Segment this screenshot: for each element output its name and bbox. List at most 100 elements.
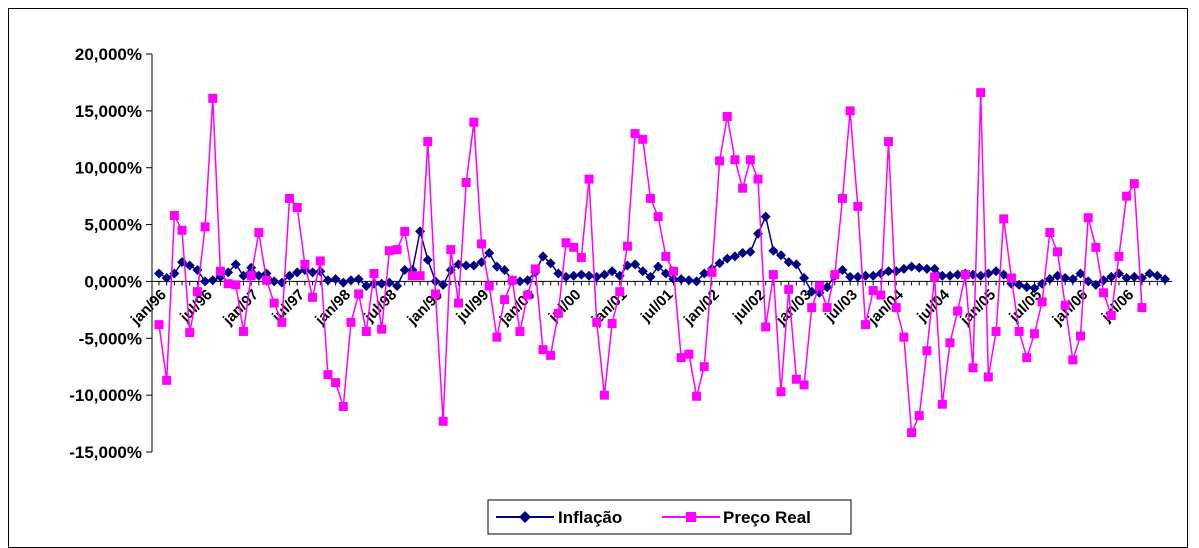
data-point-preco-real — [907, 428, 917, 438]
data-point-preco-real — [292, 203, 302, 213]
y-tick-label: 10,000% — [75, 159, 142, 178]
data-point-inflacao — [561, 271, 572, 282]
data-point-inflacao — [837, 265, 848, 276]
data-point-preco-real — [853, 201, 863, 211]
data-point-preco-real — [208, 93, 218, 103]
data-point-preco-real — [215, 266, 225, 276]
data-point-preco-real — [784, 284, 794, 294]
data-point-inflacao — [369, 278, 380, 289]
data-point-preco-real — [415, 271, 425, 281]
data-point-inflacao — [868, 270, 879, 281]
data-point-inflacao — [591, 271, 602, 282]
data-point-preco-real — [707, 267, 717, 277]
data-point-inflacao — [161, 273, 172, 284]
data-point-preco-real — [761, 322, 771, 332]
data-point-inflacao — [660, 268, 671, 279]
y-tick-label: -15,000% — [69, 443, 142, 462]
data-point-preco-real — [331, 378, 341, 388]
data-point-preco-real — [323, 370, 333, 380]
data-point-preco-real — [300, 259, 310, 269]
data-point-inflacao — [729, 251, 740, 262]
data-point-preco-real — [1060, 300, 1070, 310]
data-point-inflacao — [322, 275, 333, 286]
data-point-preco-real — [814, 281, 824, 291]
data-point-preco-real — [1091, 242, 1101, 252]
data-point-preco-real — [162, 375, 172, 385]
data-point-preco-real — [692, 391, 702, 401]
data-point-preco-real — [738, 183, 748, 193]
data-point-inflacao — [898, 263, 909, 274]
data-point-inflacao — [522, 275, 533, 286]
data-point-inflacao — [952, 269, 963, 280]
data-point-inflacao — [1090, 279, 1101, 290]
data-point-preco-real — [592, 317, 602, 327]
data-point-preco-real — [960, 270, 970, 280]
data-point-inflacao — [883, 266, 894, 277]
data-point-preco-real — [899, 332, 909, 342]
data-point-preco-real — [630, 129, 640, 139]
data-point-inflacao — [630, 259, 641, 270]
data-point-preco-real — [1037, 297, 1047, 307]
data-point-preco-real — [1052, 247, 1062, 257]
data-point-inflacao — [223, 267, 234, 278]
y-axis: 20,000% 15,000% 10,000% 5,000% 0,000% -5,000%… — [69, 45, 153, 462]
data-point-inflacao — [1160, 274, 1170, 285]
data-point-inflacao — [1029, 283, 1040, 294]
data-point-inflacao — [975, 270, 986, 281]
data-point-preco-real — [446, 245, 456, 255]
data-point-preco-real — [1029, 329, 1039, 339]
data-point-preco-real — [914, 411, 924, 421]
data-point-preco-real — [200, 222, 210, 232]
data-point-inflacao — [944, 270, 955, 281]
data-point-inflacao — [875, 268, 886, 279]
data-point-inflacao — [545, 258, 556, 269]
data-point-preco-real — [154, 320, 164, 330]
data-point-preco-real — [438, 416, 448, 426]
data-point-inflacao — [484, 248, 495, 258]
data-point-preco-real — [876, 290, 886, 300]
data-point-inflacao — [1129, 271, 1140, 282]
data-point-inflacao — [284, 270, 295, 281]
legend-marker-preco-real — [686, 512, 696, 522]
legend-marker-inflacao — [519, 511, 531, 523]
data-point-preco-real — [423, 137, 433, 147]
data-point-inflacao — [683, 275, 694, 286]
legend: Inflação Preço Real — [487, 499, 852, 535]
legend-label-inflacao: Inflação — [558, 508, 622, 527]
data-point-preco-real — [699, 362, 709, 372]
data-point-inflacao — [537, 251, 548, 262]
data-point-preco-real — [561, 238, 571, 248]
data-point-preco-real — [1006, 273, 1016, 283]
data-point-preco-real — [400, 226, 410, 236]
data-point-inflacao — [461, 260, 472, 271]
data-point-inflacao — [338, 277, 349, 288]
data-point-preco-real — [453, 298, 463, 308]
data-point-preco-real — [277, 317, 287, 327]
data-point-preco-real — [1083, 213, 1093, 223]
x-tick-label: jan/97 — [219, 286, 262, 329]
data-point-preco-real — [1068, 355, 1078, 365]
data-point-preco-real — [231, 280, 241, 290]
data-point-inflacao — [200, 276, 211, 287]
data-point-preco-real — [254, 228, 264, 238]
data-point-preco-real — [484, 281, 494, 291]
data-point-inflacao — [599, 269, 610, 280]
data-point-preco-real — [837, 193, 847, 203]
data-point-inflacao — [1067, 274, 1078, 285]
data-point-inflacao — [852, 271, 863, 282]
data-point-preco-real — [676, 353, 686, 363]
data-point-preco-real — [192, 287, 202, 297]
data-point-preco-real — [492, 332, 502, 342]
data-point-inflacao — [345, 275, 356, 286]
data-point-inflacao — [361, 280, 372, 291]
data-point-preco-real — [338, 402, 348, 412]
data-point-preco-real — [937, 399, 947, 409]
data-point-inflacao — [468, 260, 479, 271]
data-point-preco-real — [500, 295, 510, 305]
data-point-inflacao — [154, 268, 164, 279]
data-point-inflacao — [998, 269, 1009, 280]
data-point-inflacao — [1060, 273, 1071, 284]
data-point-preco-real — [392, 245, 402, 255]
data-point-preco-real — [1137, 303, 1147, 313]
data-point-inflacao — [791, 259, 802, 270]
